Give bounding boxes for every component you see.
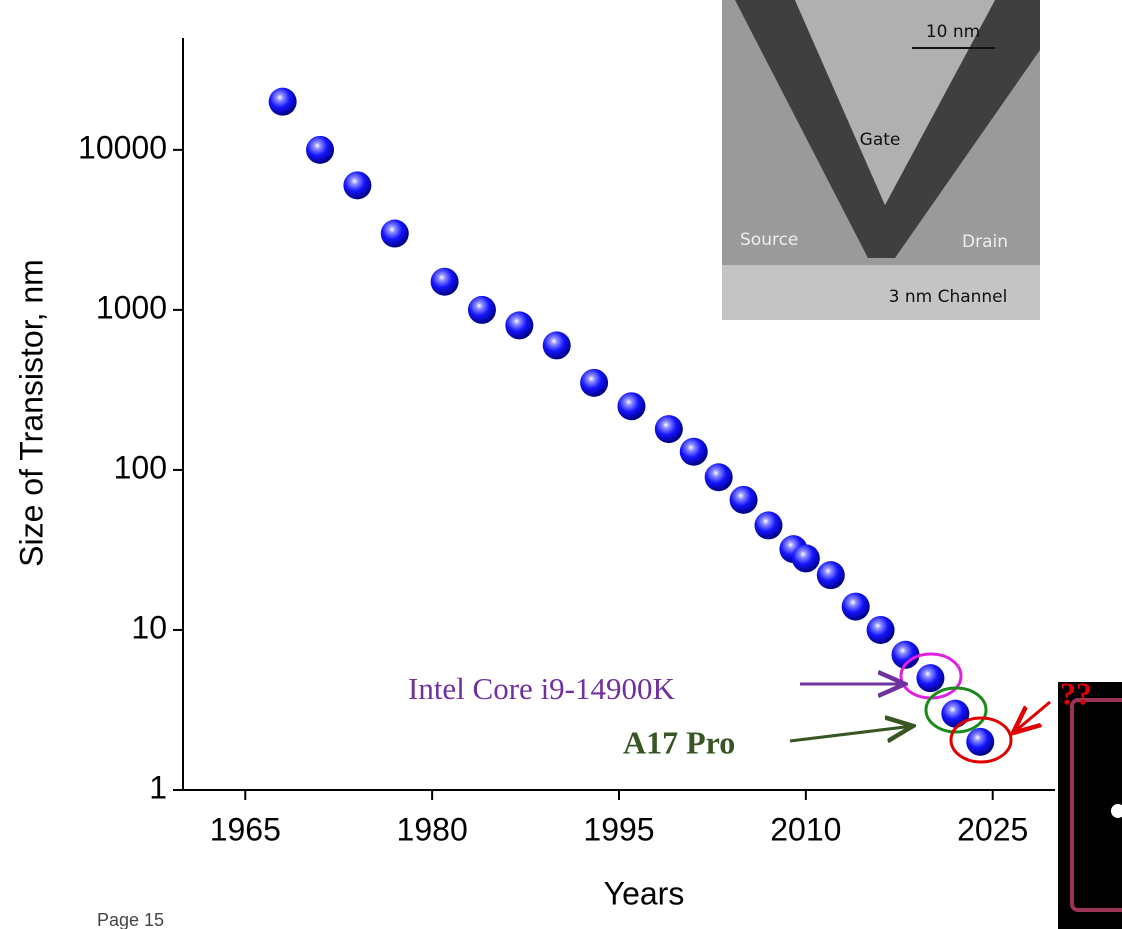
scale-bar: 10 nm bbox=[926, 22, 980, 42]
inset-image: 10 nm Gate Source Drain 3 nm Channel bbox=[722, 0, 1040, 320]
x-axis-title: Years bbox=[604, 875, 685, 911]
chart: 10 nm Gate Source Drain 3 nm Channel Yea… bbox=[0, 0, 1122, 929]
x-tick-label: 1980 bbox=[397, 811, 468, 847]
marker bbox=[306, 136, 334, 164]
marker bbox=[343, 171, 371, 199]
marker bbox=[842, 593, 870, 621]
marker bbox=[505, 311, 533, 339]
marker bbox=[269, 88, 297, 116]
marker bbox=[431, 268, 459, 296]
gate-label: Gate bbox=[860, 130, 901, 150]
marker bbox=[468, 296, 496, 324]
x-tick-label: 1965 bbox=[210, 811, 281, 847]
marker bbox=[543, 331, 571, 359]
marker bbox=[580, 369, 608, 397]
y-tick-label: 1 bbox=[149, 769, 167, 805]
y-axis-title: Size of Transistor, nm bbox=[13, 259, 49, 567]
marker bbox=[817, 561, 845, 589]
y-tick-label: 10000 bbox=[78, 129, 167, 165]
marker bbox=[655, 415, 683, 443]
y-tick-label: 10 bbox=[131, 609, 167, 645]
marker bbox=[381, 220, 409, 248]
channel-label: 3 nm Channel bbox=[889, 287, 1008, 307]
x-tick-label: 2010 bbox=[770, 811, 841, 847]
phone-image bbox=[1058, 682, 1122, 929]
annotation: Intel Core i9-14900K bbox=[408, 671, 676, 706]
page-label: Page 15 bbox=[97, 910, 164, 929]
marker bbox=[867, 616, 895, 644]
marker bbox=[754, 511, 782, 539]
marker bbox=[941, 700, 969, 728]
marker bbox=[617, 392, 645, 420]
marker bbox=[730, 486, 758, 514]
y-tick-label: 1000 bbox=[96, 289, 167, 325]
drain-label: Drain bbox=[962, 232, 1008, 252]
annotation: A17 Pro bbox=[623, 724, 735, 760]
annotation-arrow bbox=[1013, 702, 1050, 733]
marker bbox=[705, 463, 733, 491]
marker bbox=[680, 438, 708, 466]
marker bbox=[792, 544, 820, 572]
annotation: ?? bbox=[1060, 675, 1092, 711]
annotation-arrow bbox=[790, 726, 913, 741]
x-tick-label: 1995 bbox=[583, 811, 654, 847]
marker bbox=[916, 664, 944, 692]
x-tick-label: 2025 bbox=[957, 811, 1028, 847]
y-tick-label: 100 bbox=[114, 449, 167, 485]
marker bbox=[966, 728, 994, 756]
source-label: Source bbox=[740, 230, 798, 250]
